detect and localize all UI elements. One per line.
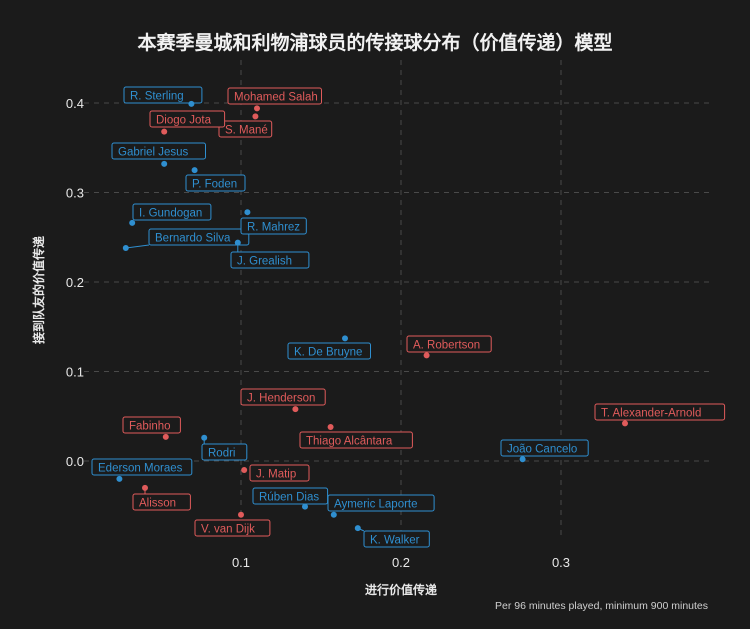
point-label-box: [594, 403, 726, 421]
point-label-box: [500, 439, 589, 457]
data-point: [188, 100, 195, 107]
data-point: [129, 219, 136, 226]
data-point: [191, 167, 198, 174]
point-label-box: [406, 335, 492, 353]
data-point: [116, 475, 123, 482]
point-label: João Cancelo: [507, 444, 577, 456]
point-label: S. Mané: [225, 125, 268, 137]
data-point: [327, 423, 334, 430]
point-label: Gabriel Jesus: [118, 147, 189, 159]
point-label-box: [148, 228, 250, 246]
data-point: [122, 244, 129, 251]
point-label-box: [149, 110, 226, 128]
data-point: [162, 433, 169, 440]
point-label-box: [91, 458, 193, 476]
data-point: [622, 420, 628, 427]
point-label-box: [111, 142, 206, 160]
point-label: A. Robertson: [413, 340, 480, 352]
label-connector: [125, 244, 150, 249]
point-label-box: [327, 494, 435, 512]
point-label: V. van Dijk: [201, 524, 255, 536]
data-point: [252, 113, 259, 120]
point-label-box: [194, 519, 271, 537]
data-point: [292, 406, 299, 413]
point-label-box: [363, 530, 430, 548]
point-label-box: [123, 86, 203, 104]
point-label-box: [185, 174, 246, 192]
x-axis-label: 进行价值传递: [365, 582, 437, 597]
y-tick-label: 0.0: [66, 454, 84, 469]
point-label: T. Alexander-Arnold: [601, 408, 701, 420]
data-point: [342, 335, 348, 342]
point-label-box: [230, 251, 310, 269]
x-tick-label: 0.3: [552, 555, 570, 570]
point-label: R. Mahrez: [247, 222, 300, 234]
point-label: J. Matip: [256, 469, 296, 481]
data-point: [201, 434, 208, 441]
point-label: K. Walker: [370, 535, 420, 547]
point-label: Alisson: [139, 498, 176, 510]
point-label-box: [218, 120, 273, 138]
point-label-box: [287, 342, 371, 360]
point-label: Thiago Alcântara: [306, 436, 393, 448]
data-point: [519, 456, 526, 463]
data-point: [244, 209, 251, 216]
point-label-box: [240, 388, 326, 406]
point-label: Mohamed Salah: [234, 92, 318, 104]
y-tick-label: 0.2: [66, 275, 84, 290]
data-point: [330, 511, 337, 518]
data-point: [161, 128, 168, 135]
data-point: [238, 511, 244, 518]
point-label: K. De Bruyne: [294, 347, 362, 359]
point-label: J. Grealish: [237, 256, 292, 268]
point-label: Fabinho: [129, 421, 171, 433]
point-label: J. Henderson: [247, 393, 315, 405]
point-label: R. Sterling: [130, 91, 184, 103]
y-tick-label: 0.4: [66, 96, 84, 111]
data-point: [302, 503, 308, 510]
point-label: P. Foden: [192, 179, 237, 191]
point-label-box: [249, 464, 310, 482]
point-label-box: [252, 487, 329, 505]
y-axis-label: 接到队友的价值传递: [31, 236, 46, 344]
footnote: Per 96 minutes played, minimum 900 minut…: [494, 600, 708, 612]
point-label-box: [201, 443, 248, 461]
point-label: Aymeric Laporte: [334, 499, 418, 511]
point-label-box: [227, 87, 322, 105]
point-label-box: [132, 493, 191, 511]
point-label-box: [122, 416, 181, 434]
x-tick-label: 0.1: [232, 555, 250, 570]
point-label: Diogo Jota: [156, 115, 212, 127]
chart-title: 本赛季曼城和利物浦球员的传接球分布（价值传递）模型: [137, 32, 613, 54]
data-point: [234, 239, 241, 246]
y-tick-label: 0.3: [66, 186, 84, 201]
data-point: [254, 105, 260, 112]
point-label-box: [132, 203, 212, 221]
point-label: Bernardo Silva: [155, 233, 231, 245]
y-tick-label: 0.1: [66, 365, 84, 380]
point-label-box: [299, 431, 413, 449]
data-point: [241, 466, 248, 473]
data-point: [423, 352, 430, 359]
point-label: Rodri: [208, 448, 235, 460]
point-label-box: [240, 217, 307, 235]
x-tick-label: 0.2: [392, 555, 410, 570]
point-label: I. Gundogan: [139, 208, 202, 220]
point-label: Ederson Moraes: [98, 463, 183, 475]
data-point: [161, 160, 168, 167]
point-label: Rúben Dias: [259, 492, 319, 504]
data-point: [142, 484, 148, 491]
data-point: [354, 525, 361, 532]
